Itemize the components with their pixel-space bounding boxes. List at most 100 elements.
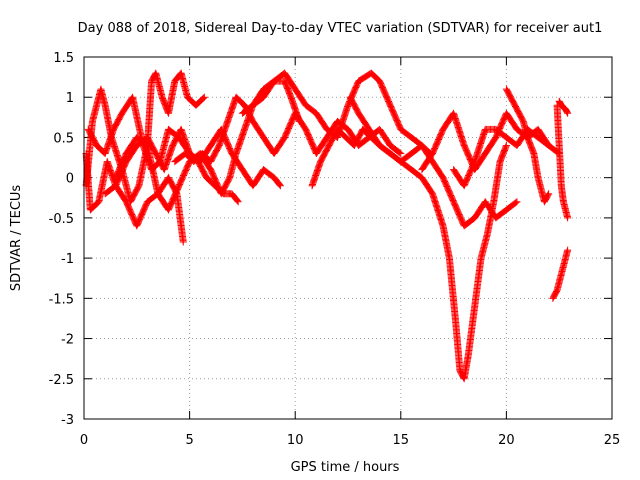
data-point-marks <box>376 125 393 148</box>
data-point-mark <box>276 182 284 190</box>
data-point-marks <box>350 127 366 149</box>
data-series <box>553 101 572 222</box>
x-tick-label: 15 <box>393 433 410 448</box>
data-point-marks <box>207 143 223 166</box>
data-point-marks <box>122 135 140 158</box>
data-point-mark <box>397 150 405 158</box>
data-series <box>502 85 553 206</box>
data-point-marks <box>397 125 414 141</box>
y-tick-label: -0.5 <box>49 212 74 227</box>
data-point-marks <box>492 207 509 222</box>
plot-frame <box>83 56 613 420</box>
data-point-marks <box>464 304 479 359</box>
data-point-marks <box>450 109 468 148</box>
data-point-marks <box>397 158 414 173</box>
x-tick-label: 10 <box>287 433 304 448</box>
data-point-marks <box>471 127 489 166</box>
data-point-marks <box>177 125 193 156</box>
data-point-marks <box>101 127 117 158</box>
points-layer <box>82 69 572 383</box>
data-point-marks <box>164 78 179 117</box>
data-point-marks <box>428 190 447 229</box>
data-point-marks <box>534 133 552 149</box>
data-point-marks <box>502 199 520 214</box>
data-point-marks <box>555 141 565 188</box>
data-point-marks <box>519 117 531 140</box>
data-point-marks <box>471 255 485 310</box>
data-point-marks <box>249 117 267 140</box>
data-point-marks <box>260 166 277 181</box>
y-tick-label: 0.5 <box>53 131 74 146</box>
data-point-marks <box>530 150 542 180</box>
data-point-marks <box>312 135 330 158</box>
y-tick-label: -1 <box>61 252 74 267</box>
data-point-marks <box>355 109 372 132</box>
data-point-marks <box>407 166 425 181</box>
data-point-marks <box>312 109 330 132</box>
data-point-marks <box>428 158 446 181</box>
data-point-marks <box>133 133 150 149</box>
y-tick-label: -2 <box>61 333 74 348</box>
data-point-mark <box>564 214 572 222</box>
data-point-marks <box>224 94 240 125</box>
data-point-marks <box>281 69 298 92</box>
data-point-marks <box>270 135 288 158</box>
data-point-marks <box>439 174 457 205</box>
data-point-marks <box>317 143 332 166</box>
data-series <box>346 93 510 383</box>
x-tick-label: 20 <box>498 433 515 448</box>
data-point-marks <box>232 127 248 158</box>
data-point-marks <box>428 127 446 158</box>
data-point-mark <box>179 238 187 246</box>
data-point-marks <box>175 159 193 190</box>
data-point-marks <box>143 133 159 156</box>
data-point-marks <box>549 287 560 302</box>
data-point-marks <box>496 143 510 166</box>
data-point-marks <box>557 255 569 278</box>
y-tick-label: 0 <box>66 172 74 187</box>
x-axis-label: GPS time / hours <box>291 460 400 475</box>
data-point-marks <box>386 101 404 132</box>
data-point-marks <box>215 119 231 149</box>
data-point-marks <box>101 183 119 198</box>
data-point-marks <box>281 111 299 141</box>
data-point-marks <box>126 183 142 206</box>
data-point-marks <box>133 199 151 230</box>
data-point-marks <box>84 125 100 148</box>
y-tick-label: 1.5 <box>53 51 74 66</box>
data-point-marks <box>308 159 324 190</box>
data-point-marks <box>249 167 267 190</box>
data-point-marks <box>325 127 341 149</box>
data-point-marks <box>112 151 130 182</box>
data-point-marks <box>481 135 499 158</box>
data-point-marks <box>386 141 404 157</box>
chart-title: Day 088 of 2018, Sidereal Day-to-day VTE… <box>78 21 603 36</box>
data-point-marks <box>562 105 571 116</box>
data-point-marks <box>490 159 504 206</box>
data-point-marks <box>483 199 497 238</box>
data-point-marks <box>553 101 563 148</box>
data-point-marks <box>192 94 207 109</box>
x-tick-label: 5 <box>185 433 193 448</box>
data-point-marks <box>553 272 565 294</box>
data-point-marks <box>143 141 162 196</box>
data-point-marks <box>270 174 284 189</box>
data-point-marks <box>355 74 368 85</box>
y-tick-label: -3 <box>61 413 74 428</box>
data-point-marks <box>177 69 191 100</box>
data-point-marks <box>164 183 182 214</box>
data-point-marks <box>355 134 372 149</box>
data-series <box>549 246 572 302</box>
data-point-marks <box>207 166 225 196</box>
data-point-mark <box>564 109 572 117</box>
data-point-mark <box>513 198 521 206</box>
data-point-marks <box>217 175 233 198</box>
data-point-marks <box>110 111 125 133</box>
data-point-mark <box>545 141 553 149</box>
data-point-marks <box>540 191 552 206</box>
data-point-marks <box>460 215 478 230</box>
data-point-marks <box>418 174 436 197</box>
data-point-marks <box>376 77 394 108</box>
data-point-mark <box>234 198 242 206</box>
data-point-marks <box>291 109 309 132</box>
